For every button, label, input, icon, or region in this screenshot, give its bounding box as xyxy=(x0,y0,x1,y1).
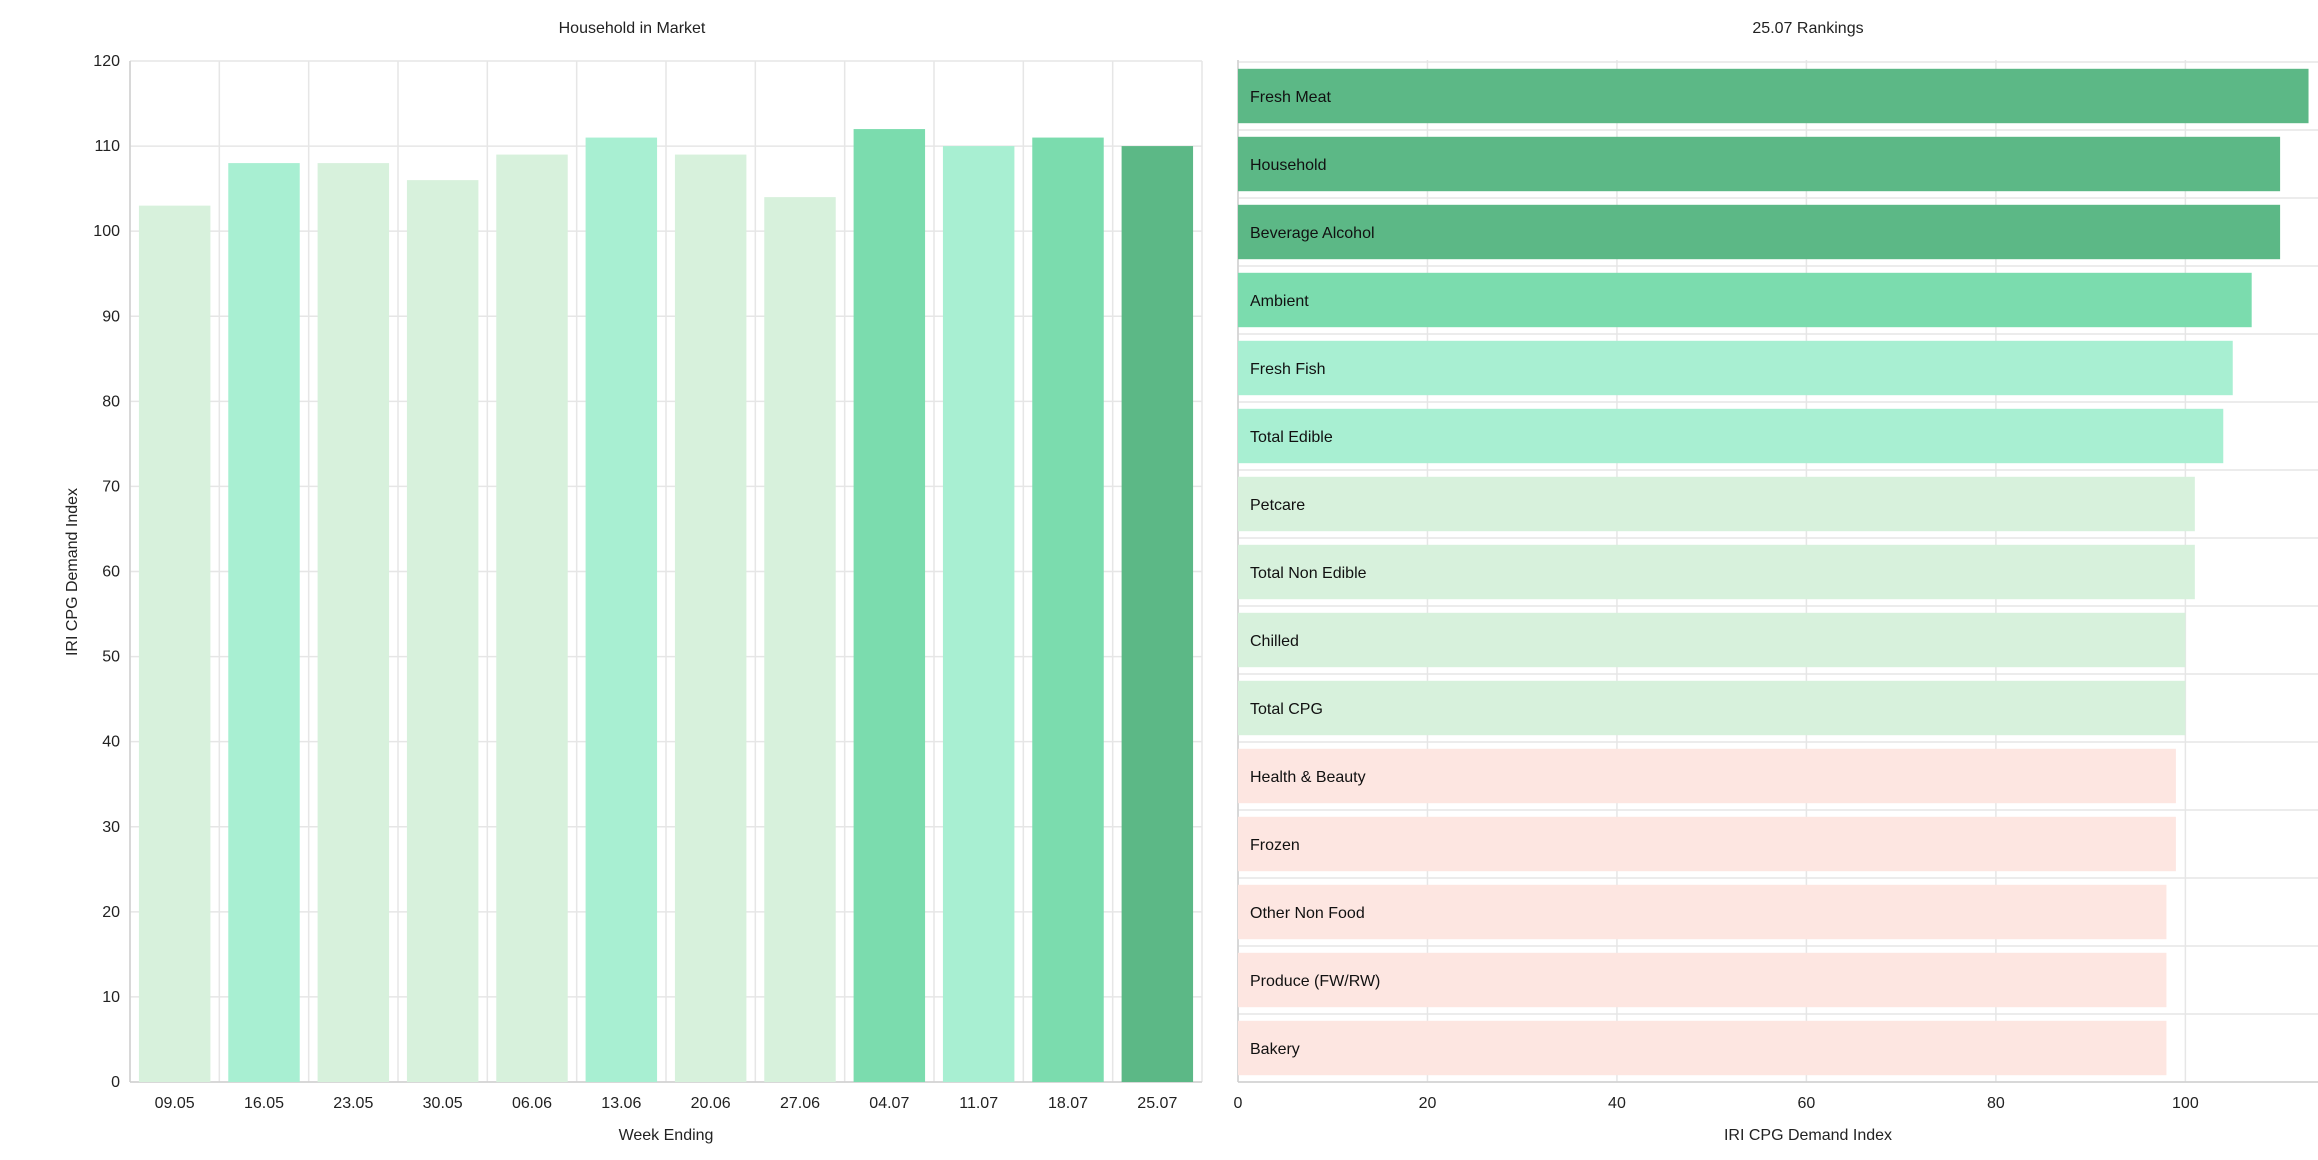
left-y-tick-label: 80 xyxy=(102,393,120,410)
left-bars xyxy=(138,129,1194,1083)
right-bar-label: Fresh Fish xyxy=(1250,361,1326,378)
left-x-tick-label: 30.05 xyxy=(423,1095,463,1112)
right-bar-Total CPG xyxy=(1238,680,2186,736)
left-x-tick-label: 18.07 xyxy=(1048,1095,1088,1112)
left-y-tick-label: 110 xyxy=(94,138,120,155)
left-bar-20.06 xyxy=(674,154,747,1082)
left-bar-09.05 xyxy=(138,205,211,1082)
right-x-tick-label: 0 xyxy=(1234,1095,1243,1112)
left-x-tick-label: 20.06 xyxy=(691,1095,731,1112)
left-bar-16.05 xyxy=(228,163,300,1083)
left-x-tick-label: 27.06 xyxy=(780,1095,820,1112)
right-bar-label: Total Non Edible xyxy=(1250,565,1367,582)
left-y-tick-label: 100 xyxy=(93,223,120,240)
left-bar-06.06 xyxy=(496,154,568,1082)
right-bar-label: Total CPG xyxy=(1250,701,1323,718)
left-x-ticks: 09.05 16.05 23.05 30.05 06.06 13.06 20.06 27.06… xyxy=(155,1095,1178,1112)
right-bar-Frozen xyxy=(1238,816,2176,872)
right-x-tick-label: 20 xyxy=(1419,1095,1437,1112)
left-x-tick-label: 25.07 xyxy=(1137,1095,1177,1112)
left-y-tick-label: 60 xyxy=(102,564,120,581)
right-bar-Other Non Food xyxy=(1238,884,2167,940)
left-x-tick-label: 16.05 xyxy=(244,1095,284,1112)
right-bar-label: Total Edible xyxy=(1250,429,1333,446)
right-bar-label: Bakery xyxy=(1250,1041,1300,1058)
left-x-tick-label: 13.06 xyxy=(601,1095,641,1112)
right-bars: Fresh Meat Household Beverage Alcohol Ambie… xyxy=(1238,68,2309,1076)
left-y-tick-label: 70 xyxy=(102,478,120,495)
left-bar-04.07 xyxy=(853,129,926,1083)
left-y-tick-label: 20 xyxy=(102,904,120,921)
right-x-tick-label: 100 xyxy=(2172,1095,2199,1112)
right-bar-Ambient xyxy=(1238,272,2252,328)
left-x-tick-label: 04.07 xyxy=(869,1095,909,1112)
right-x-tick-label: 40 xyxy=(1608,1095,1626,1112)
left-y-tick-label: 0 xyxy=(111,1074,120,1091)
left-bar-25.07 xyxy=(1121,146,1194,1083)
left-bar-23.05 xyxy=(317,163,390,1083)
right-bar-Total Non Edible xyxy=(1238,544,2195,600)
left-bar-13.06 xyxy=(585,137,658,1082)
right-x-tick-label: 60 xyxy=(1798,1095,1816,1112)
left-y-ticks: 0 10 20 30 40 50 60 70 80 90 100 110 120 xyxy=(93,53,120,1091)
left-x-axis-label: Week Ending xyxy=(619,1127,714,1144)
right-bar-label: Other Non Food xyxy=(1250,905,1365,922)
rankings-chart: 25.07 Rankings Fresh Meat Household Bevera… xyxy=(1234,20,2318,1144)
left-bar-18.07 xyxy=(1032,137,1104,1082)
right-bar-label: Beverage Alcohol xyxy=(1250,225,1375,242)
right-x-axis-label: IRI CPG Demand Index xyxy=(1724,1127,1892,1144)
left-y-tick-label: 120 xyxy=(93,53,120,70)
right-bar-label: Household xyxy=(1250,157,1327,174)
left-bar-11.07 xyxy=(942,146,1015,1083)
right-bar-label: Chilled xyxy=(1250,633,1299,650)
right-bar-Household xyxy=(1238,136,2281,192)
left-x-tick-label: 11.07 xyxy=(959,1095,998,1112)
left-y-tick-label: 50 xyxy=(102,649,120,666)
right-bar-Bakery xyxy=(1238,1020,2167,1076)
right-bar-Fresh Fish xyxy=(1238,340,2233,396)
right-bar-label: Ambient xyxy=(1250,293,1309,310)
left-y-tick-label: 90 xyxy=(102,308,120,325)
left-y-tick-label: 30 xyxy=(102,819,120,836)
right-bar-label: Fresh Meat xyxy=(1250,89,1331,106)
left-x-tick-label: 06.06 xyxy=(512,1095,552,1112)
left-bar-27.06 xyxy=(764,197,836,1083)
right-x-tick-label: 80 xyxy=(1987,1095,2005,1112)
right-bar-label: Frozen xyxy=(1250,837,1300,854)
left-chart-title: Household in Market xyxy=(559,20,706,37)
right-x-ticks: 0 20 40 60 80 100 xyxy=(1234,1095,2199,1112)
right-bar-Health & Beauty xyxy=(1238,748,2176,804)
left-gridlines xyxy=(129,60,1203,1083)
right-bar-Total Edible xyxy=(1238,408,2224,464)
left-y-axis-label: IRI CPG Demand Index xyxy=(64,488,81,656)
right-bar-label: Produce (FW/RW) xyxy=(1250,973,1380,990)
household-in-market-chart: Household in Market 0 10 20 30 40 50 60 70 80 90 1… xyxy=(64,20,1203,1144)
right-chart-title: 25.07 Rankings xyxy=(1752,20,1863,37)
left-y-tick-label: 40 xyxy=(102,734,120,751)
left-x-tick-label: 09.05 xyxy=(155,1095,195,1112)
right-bar-Produce (FW/RW) xyxy=(1238,952,2167,1008)
right-bar-Beverage Alcohol xyxy=(1238,204,2281,260)
left-bar-30.05 xyxy=(406,180,479,1082)
left-y-tick-label: 10 xyxy=(102,989,120,1006)
right-bar-label: Health & Beauty xyxy=(1250,769,1366,786)
right-bar-Chilled xyxy=(1238,612,2186,668)
right-bar-Petcare xyxy=(1238,476,2195,532)
left-x-tick-label: 23.05 xyxy=(333,1095,373,1112)
right-bar-label: Petcare xyxy=(1250,497,1305,514)
right-bar-Fresh Meat xyxy=(1238,68,2309,124)
